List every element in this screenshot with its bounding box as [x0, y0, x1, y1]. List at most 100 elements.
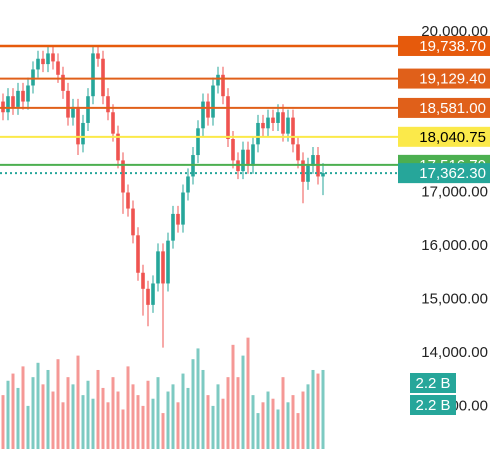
candle-body: [136, 235, 140, 273]
volume-bar: [101, 387, 105, 449]
candle-body: [256, 122, 260, 145]
volume-bar: [181, 373, 185, 449]
candle-body: [306, 165, 310, 182]
volume-bar: [231, 344, 235, 449]
volume-bar: [86, 380, 90, 449]
volume-bar: [226, 377, 230, 449]
volume-bar: [51, 391, 55, 449]
candle-body: [151, 283, 155, 305]
volume-bar: [6, 380, 10, 449]
level-tag: [398, 97, 490, 118]
candle-body: [166, 240, 170, 284]
volume-bar: [31, 377, 35, 449]
candle-body: [251, 144, 255, 166]
candle-body: [111, 112, 115, 134]
volume-bar: [116, 391, 120, 449]
candle-body: [11, 96, 15, 107]
volume-bar: [141, 405, 145, 449]
volume-bar: [16, 387, 20, 449]
candle-body: [1, 101, 5, 113]
candle-body: [176, 213, 180, 225]
volume-bar: [321, 369, 325, 449]
volume-bar: [261, 402, 265, 449]
volume-bar: [151, 398, 155, 449]
candle-body: [186, 176, 190, 193]
volume-bar: [256, 413, 260, 449]
candle-body: [246, 149, 250, 166]
candle-body: [6, 96, 10, 113]
candle-body: [301, 160, 305, 182]
level-tag: [398, 68, 490, 89]
volume-bar: [91, 398, 95, 449]
volume-bar: [276, 409, 280, 449]
level-label: 18,581.00: [419, 100, 486, 117]
y-tick-label: 14,000.00: [421, 344, 488, 361]
y-tick-label: 15,000.00: [421, 290, 488, 307]
candle-body: [291, 117, 295, 145]
y-tick-label: 20,000.00: [421, 23, 488, 40]
candle-body: [31, 69, 35, 86]
volume-bar: [166, 391, 170, 449]
level-tag: [398, 35, 490, 56]
volume-bar: [196, 348, 200, 449]
candle-body: [221, 74, 225, 97]
volume-bar: [41, 384, 45, 449]
candle-body: [266, 117, 270, 129]
candle-body: [121, 160, 125, 193]
candle-body: [101, 58, 105, 97]
volume-bar: [46, 369, 50, 449]
candle-body: [106, 96, 110, 113]
volume-bar: [216, 384, 220, 449]
volume-bar: [291, 395, 295, 449]
volume-bar: [21, 366, 25, 449]
volume-bar: [286, 402, 290, 449]
candle-body: [141, 272, 145, 289]
volume-bar: [156, 377, 160, 449]
volume-bar: [76, 355, 80, 449]
y-tick-label: 16,000.00: [421, 237, 488, 254]
candle-body: [321, 173, 325, 177]
candle-body: [66, 90, 70, 118]
volume-bar: [96, 369, 100, 449]
level-label: 18,040.75: [419, 129, 486, 146]
volume-bar: [191, 359, 195, 449]
candle-body: [171, 213, 175, 241]
candle-body: [116, 133, 120, 161]
volume-bar: [111, 377, 115, 449]
volume-bar: [246, 337, 250, 449]
volume-tag: [410, 395, 456, 415]
level-label: 17,362.30: [419, 165, 486, 182]
candle-body: [211, 85, 215, 118]
volume-bar: [71, 384, 75, 449]
candle-body: [21, 90, 25, 102]
volume-bar: [281, 377, 285, 449]
volume-bar: [126, 366, 130, 449]
candle-body: [146, 288, 150, 305]
candle-body: [86, 96, 90, 123]
volume-tag-label: 2.2 B: [415, 375, 450, 392]
volume-bar: [316, 373, 320, 449]
candle-body: [36, 58, 40, 70]
volume-bar: [146, 380, 150, 449]
candle-body: [16, 90, 20, 107]
volume-bar: [206, 395, 210, 449]
candle-body: [161, 251, 165, 284]
volume-bar: [271, 398, 275, 449]
volume-bar: [301, 391, 305, 449]
candle-body: [276, 112, 280, 123]
volume-bar: [66, 377, 70, 449]
candle-body: [76, 106, 80, 145]
candle-body: [71, 106, 75, 118]
candle-body: [231, 139, 235, 161]
candle-body: [206, 101, 210, 118]
candle-body: [46, 53, 50, 65]
volume-bar: [311, 369, 315, 449]
candle-body: [91, 53, 95, 97]
candle-body: [126, 192, 130, 209]
volume-bar: [211, 405, 215, 449]
candle-body: [281, 112, 285, 134]
candle-body: [181, 192, 185, 225]
volume-bar: [36, 362, 40, 449]
candle-body: [296, 144, 300, 161]
